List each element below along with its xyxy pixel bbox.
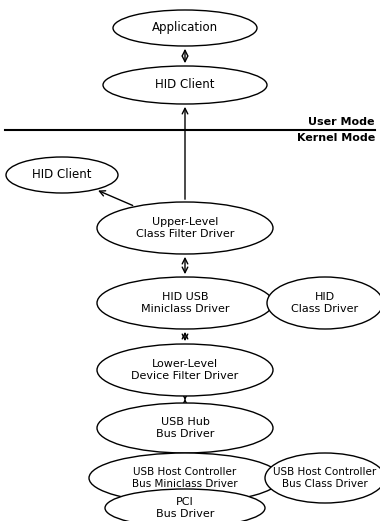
Text: USB Hub
Bus Driver: USB Hub Bus Driver [156,417,214,439]
Text: PCI
Bus Driver: PCI Bus Driver [156,497,214,519]
Ellipse shape [97,202,273,254]
Text: Application: Application [152,21,218,34]
Text: USB Host Controller
Bus Miniclass Driver: USB Host Controller Bus Miniclass Driver [132,467,238,489]
Text: HID Client: HID Client [155,79,215,92]
Ellipse shape [89,453,281,503]
Text: User Mode: User Mode [309,117,375,127]
Ellipse shape [97,344,273,396]
Text: Kernel Mode: Kernel Mode [297,133,375,143]
Text: HID
Class Driver: HID Class Driver [291,292,359,314]
Ellipse shape [267,277,380,329]
Ellipse shape [105,489,265,521]
Ellipse shape [97,277,273,329]
Text: HID USB
Miniclass Driver: HID USB Miniclass Driver [141,292,229,314]
Ellipse shape [265,453,380,503]
Ellipse shape [113,10,257,46]
Text: HID Client: HID Client [32,168,92,181]
Text: Upper-Level
Class Filter Driver: Upper-Level Class Filter Driver [136,217,234,239]
Text: USB Host Controller
Bus Class Driver: USB Host Controller Bus Class Driver [273,467,377,489]
Ellipse shape [103,66,267,104]
Text: Lower-Level
Device Filter Driver: Lower-Level Device Filter Driver [131,359,239,381]
Ellipse shape [97,403,273,453]
Ellipse shape [6,157,118,193]
